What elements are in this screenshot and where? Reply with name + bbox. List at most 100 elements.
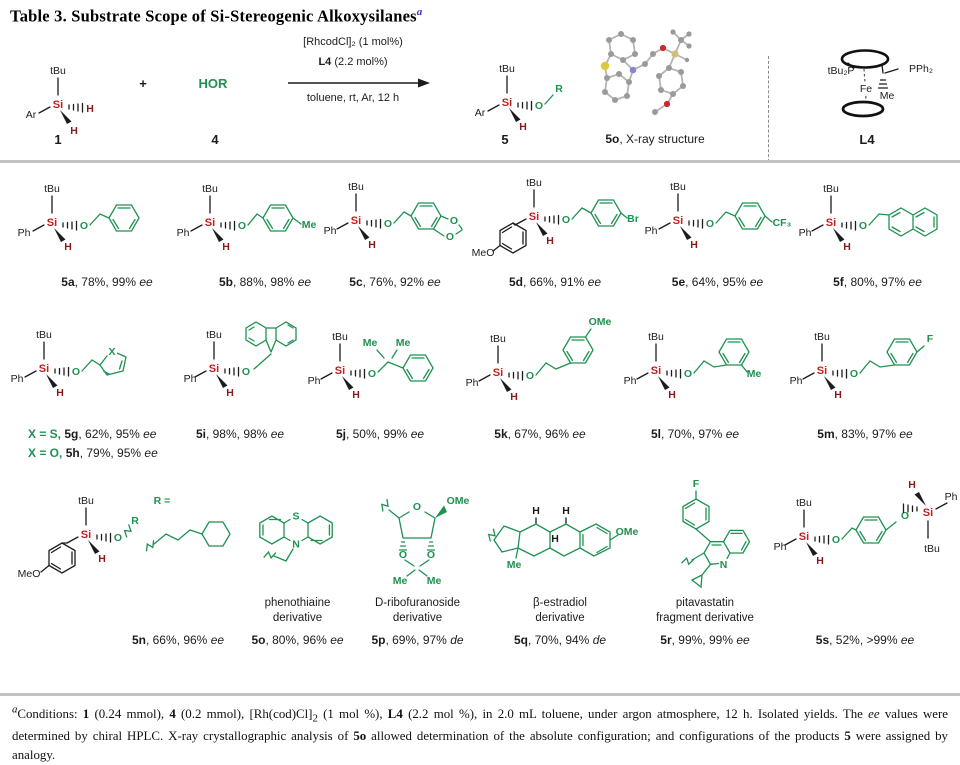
tbu-label: tBu — [348, 181, 364, 193]
tbu-label: tBu — [50, 65, 66, 77]
ph-label: Ph — [624, 375, 637, 387]
si-label: Si — [502, 97, 512, 109]
me-label: Me — [302, 219, 317, 231]
o-label: O — [526, 370, 534, 382]
caption-5o: phenothiaine derivative — [264, 597, 331, 624]
h-label: H — [546, 235, 554, 247]
structure-5i: tBu Si Ph O H — [184, 321, 297, 399]
ph-label: Ph — [308, 375, 321, 387]
carbon-atoms — [602, 29, 692, 115]
r-equals-label: R = — [154, 495, 171, 507]
o-label: O — [850, 368, 858, 380]
o-label: O — [832, 534, 840, 546]
label-5g: X = S, 5g, 62%, 95% ee — [28, 427, 157, 441]
product-row-1: tBu Si Ph O H 5a, 78%, 99% ee tBu Si Ph … — [0, 166, 960, 308]
h-label: H — [70, 125, 78, 137]
h-label: H — [56, 387, 64, 399]
footnote: aConditions: 1 (0.24 mmol), 4 (0.2 mmol)… — [0, 697, 960, 765]
ligand-L4-number: L4 — [859, 132, 875, 147]
conditions-line3: toluene, rt, Ar, 12 h — [306, 92, 400, 104]
silicon-atom — [671, 50, 679, 58]
ph-label: Ph — [11, 373, 24, 385]
o-label: O — [450, 215, 458, 227]
product-cell-5o: S N phenothiaine derivative 5o, 80%, 96% … — [240, 474, 355, 682]
label-5b: 5b, 88%, 98% ee — [218, 275, 312, 289]
plus-sign: + — [139, 76, 147, 91]
ome-label: OMe — [616, 526, 639, 538]
alcohol-formula: HOR — [198, 76, 228, 91]
si-label: Si — [817, 365, 827, 377]
label-5c: 5c, 76%, 92% ee — [349, 275, 441, 289]
product-cell-5c: tBu Si Ph O H O O 5c, 76%, 92% ee — [320, 166, 470, 308]
si-label: Si — [493, 367, 503, 379]
me-label: Me — [396, 337, 411, 349]
structure-ligand-L4: tBu₂P PPh₂ Me Fe — [828, 49, 933, 118]
product-cell-5p: O OMe O O Me Me D-ribofuranoside derivati… — [355, 474, 480, 682]
h-stereo-label: H — [551, 533, 559, 545]
ph-label: Ph — [945, 491, 958, 503]
o-label: O — [399, 549, 407, 561]
structure-silane-5: tBu Si Ar O R H — [475, 63, 563, 133]
footnote-marker: a — [416, 6, 423, 18]
o-label: O — [535, 100, 543, 112]
ome-label: OMe — [589, 316, 612, 328]
xray-structure-image — [600, 29, 692, 115]
si-label: Si — [335, 365, 345, 377]
tbu-label: tBu — [499, 63, 515, 75]
structure-5s: tBu Si Ph O H O Si tBu Ph H — [774, 479, 958, 567]
si-label: Si — [529, 211, 539, 223]
label-5h: X = O, 5h, 79%, 95% ee — [28, 446, 158, 460]
si-label: Si — [651, 365, 661, 377]
structure-5j: tBu Si Ph O H Me Me — [308, 331, 434, 401]
tbu-label: tBu — [44, 183, 60, 195]
h-stereo-label: H — [532, 505, 540, 517]
caption-5r: pitavastatin fragment derivative — [656, 597, 754, 624]
structure-5p: O OMe O O Me Me — [378, 495, 470, 587]
o-label: O — [80, 220, 88, 232]
meo-label: MeO — [18, 568, 41, 580]
label-5m: 5m, 83%, 97% ee — [817, 427, 913, 441]
oxygen-atom — [663, 100, 671, 108]
product-cell-5k: tBu Si Ph O H OMe 5k, 67%, 96% ee — [460, 308, 620, 474]
label-5e: 5e, 64%, 95% ee — [671, 275, 764, 289]
tbu-label: tBu — [36, 329, 52, 341]
h-label: H — [98, 553, 106, 565]
me-label: Me — [427, 575, 442, 587]
tbu-label: tBu — [814, 331, 830, 343]
me-label: Me — [363, 337, 378, 349]
meo-label: MeO — [472, 247, 495, 259]
structure-5q: OMe Me H H H — [485, 505, 639, 571]
label-5p: 5p, 69%, 97% de — [371, 633, 464, 647]
r-label: R — [555, 83, 563, 95]
ar-label: Ar — [26, 109, 37, 121]
label-5s: 5s, 52%, >99% ee — [815, 633, 915, 647]
tbu-label: tBu — [206, 329, 222, 341]
si-label: Si — [209, 363, 219, 375]
structure-5g-5h: tBu Si Ph O H X — [11, 329, 127, 399]
structure-silane-1: tBu Si Ar H H — [26, 65, 94, 137]
cf3-label: CF₃ — [773, 217, 792, 229]
label-5a: 5a, 78%, 99% ee — [61, 275, 153, 289]
substrate-scope-grid: tBu Si Ph O H 5a, 78%, 99% ee tBu Si Ph … — [0, 166, 960, 682]
h-label: H — [668, 389, 676, 401]
h-label: H — [64, 241, 72, 253]
label-5k: 5k, 67%, 96% ee — [494, 427, 586, 441]
reactant-1-number: 1 — [54, 132, 62, 147]
divider-line-bottom — [0, 693, 960, 696]
si-label: Si — [799, 531, 809, 543]
reaction-arrow — [288, 78, 430, 88]
label-5n: 5n, 66%, 96% ee — [131, 633, 225, 647]
product-cell-5b: tBu Si Ph O H Me 5b, 88%, 98% ee — [170, 166, 320, 308]
scheme-divider-line — [768, 56, 769, 162]
ligand-pleft-label: tBu₂P — [828, 65, 855, 77]
product-cell-5e: tBu Si Ph O H CF₃ 5e, 64%, 95% ee — [640, 166, 795, 308]
h-label: H — [834, 389, 842, 401]
structure-5f: tBu Si Ph O H — [799, 183, 938, 253]
o-label: O — [368, 368, 376, 380]
tbu-label: tBu — [670, 181, 686, 193]
label-5d: 5d, 66%, 91% ee — [508, 275, 602, 289]
si-label: Si — [81, 529, 91, 541]
si-label: Si — [53, 99, 63, 111]
h-label: H — [816, 555, 824, 567]
o-label: O — [706, 218, 714, 230]
